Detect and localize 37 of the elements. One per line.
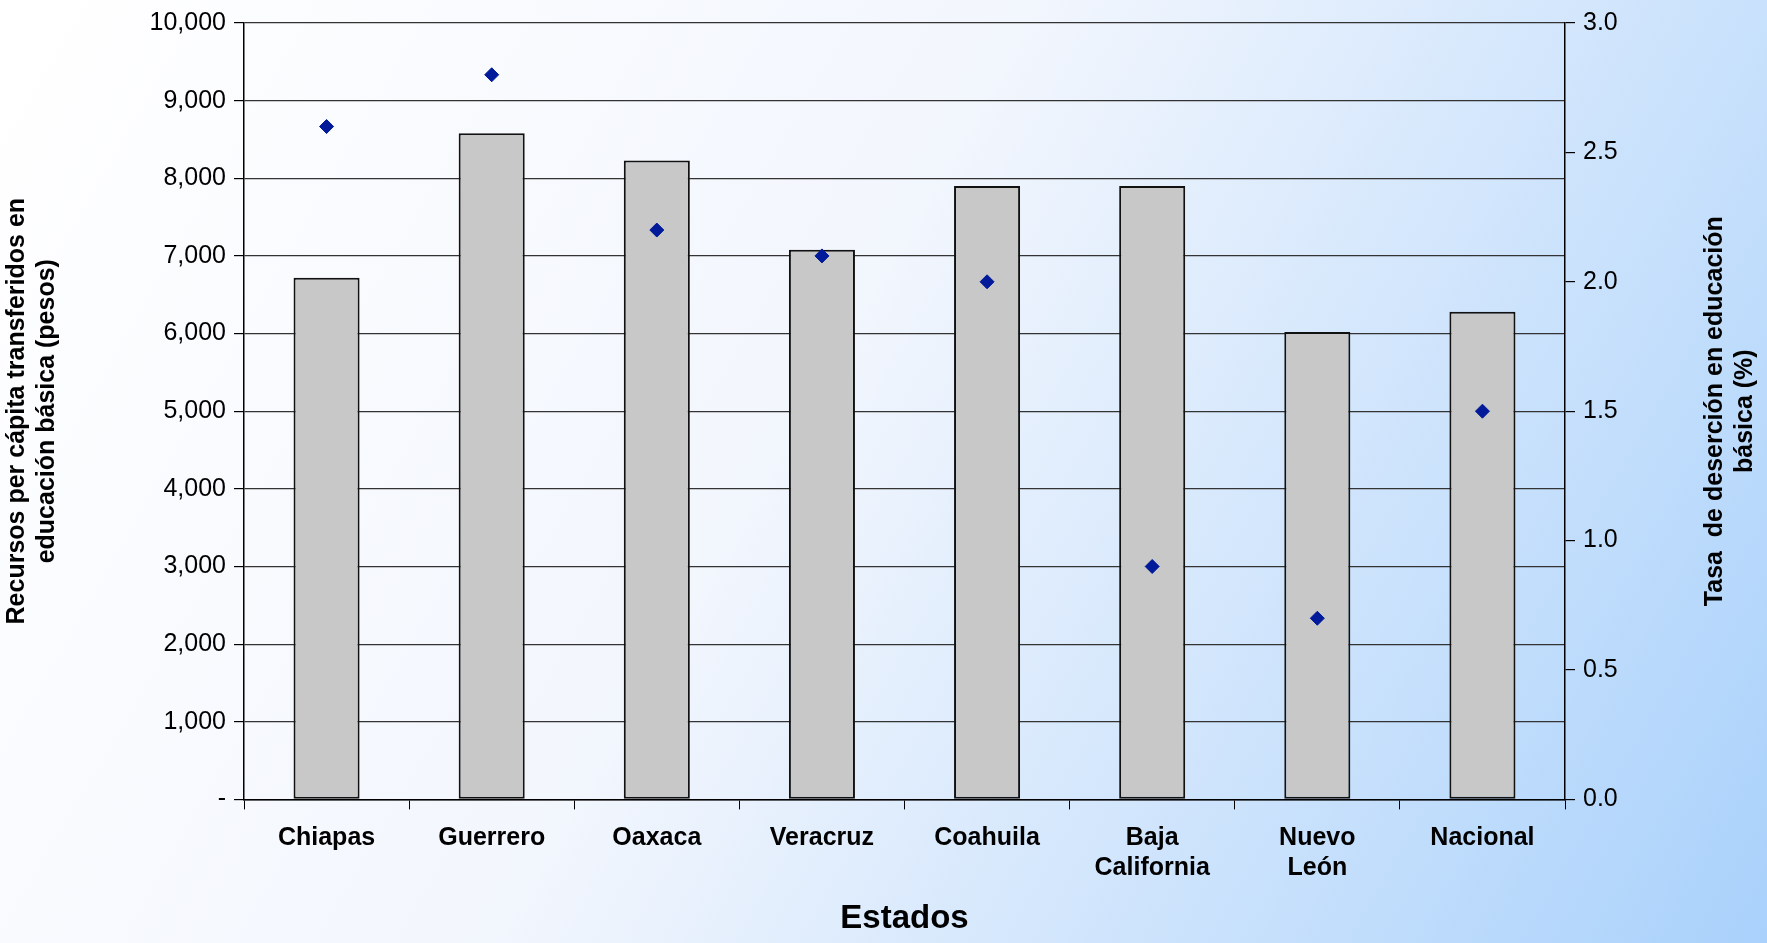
x-tick-label: Veracruz [769, 822, 875, 851]
y-tick-label: 4,000 [163, 472, 226, 501]
y-tick-label: 8,000 [163, 162, 226, 191]
y-axis-title: Recursos per cápita transferidos en educación básica (pesos) [0, 197, 59, 625]
y2-axis-title: Tasa de deserción en educación básica (%) [1698, 216, 1757, 607]
y-tick-label: 3,000 [163, 550, 226, 579]
x-tick-label: Nacional [1430, 822, 1535, 851]
point [814, 248, 830, 264]
x-tick-label: Coahuila [934, 822, 1041, 851]
x-axis-title: Estados [840, 898, 969, 936]
y-tick-label: 5,000 [163, 395, 226, 424]
x-tick-label: Chiapas [277, 822, 376, 851]
x-tick-label: Baja California [1094, 822, 1211, 881]
point [484, 67, 500, 83]
x-tick-label: Oaxaca [612, 822, 703, 851]
y2-tick-label: 0.0 [1583, 783, 1618, 812]
point [979, 274, 995, 290]
x-tick-label: Nuevo León [1279, 822, 1356, 881]
y2-tick-label: 1.5 [1583, 395, 1618, 424]
x-tick-label: Guerrero [438, 822, 546, 851]
y-tick-label: 10,000 [149, 6, 226, 35]
y-tick-label: 9,000 [163, 84, 226, 113]
y-tick-label: 6,000 [163, 317, 226, 346]
point [1144, 558, 1160, 574]
point [649, 222, 665, 238]
point [1309, 610, 1325, 626]
point [319, 119, 335, 135]
y-tick-label: 7,000 [163, 239, 226, 268]
y2-tick-label: 0.5 [1583, 653, 1618, 682]
y-tick-label: 2,000 [163, 628, 226, 657]
point [1474, 403, 1490, 419]
y-tick-label: - [217, 783, 226, 812]
y2-tick-label: 3.0 [1583, 6, 1618, 35]
y-tick-label: 1,000 [163, 705, 226, 734]
y2-tick-label: 1.0 [1583, 524, 1618, 553]
y2-tick-label: 2.0 [1583, 265, 1618, 294]
y2-tick-label: 2.5 [1583, 136, 1618, 165]
